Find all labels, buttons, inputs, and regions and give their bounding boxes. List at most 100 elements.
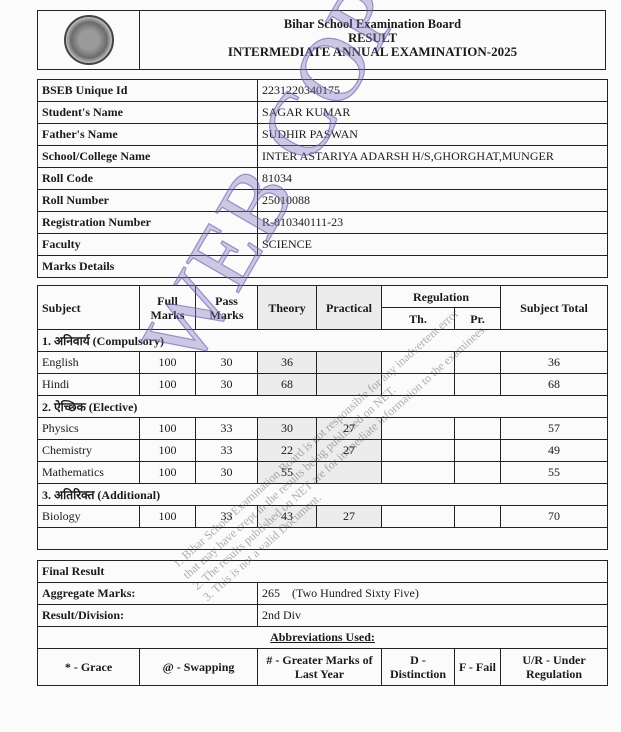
subject-row: Biology 100 33 43 27 70	[37, 505, 608, 528]
subject-total: 57	[500, 417, 608, 440]
info-value: R-810340111-23	[257, 211, 608, 234]
aggregate-value: 265 (Two Hundred Sixty Five)	[257, 582, 608, 605]
theory-marks: 36	[257, 351, 317, 374]
info-label: School/College Name	[37, 145, 258, 168]
pass-marks: 33	[195, 417, 258, 440]
subject-name: Physics	[37, 417, 140, 440]
practical-marks: 27	[316, 439, 382, 462]
info-value: SAGAR KUMAR	[257, 101, 608, 124]
theory-marks: 30	[257, 417, 317, 440]
division-value: 2nd Div	[257, 604, 608, 627]
full-marks: 100	[139, 505, 196, 528]
full-marks: 100	[139, 461, 196, 484]
info-label: Faculty	[37, 233, 258, 256]
full-marks: 100	[139, 417, 196, 440]
theory-marks: 55	[257, 461, 317, 484]
abbrev-swapping: @ - Swapping	[139, 648, 258, 686]
info-row: Father's Name SUDHIR PASWAN	[37, 123, 608, 146]
blank-cell	[37, 527, 608, 550]
marks-details-label: Marks Details	[37, 255, 608, 278]
info-value: INTER ASTARIYA ADARSH H/S,GHORGHAT,MUNGE…	[257, 145, 608, 168]
section-header: 1. अनिवार्य (Compulsory)	[37, 329, 608, 352]
section-title: 3. अतिरिक्त (Additional)	[37, 483, 608, 506]
full-marks: 100	[139, 373, 196, 396]
info-label: BSEB Unique Id	[37, 79, 258, 102]
info-row: BSEB Unique Id 2231220340175	[37, 79, 608, 102]
col-subject-total: Subject Total	[500, 285, 608, 330]
exam-name: INTERMEDIATE ANNUAL EXAMINATION-2025	[227, 44, 518, 59]
subject-total: 70	[500, 505, 608, 528]
marks-table: Subject Full Marks Pass Marks Theory Pra…	[37, 285, 608, 550]
info-row: Registration Number R-810340111-23	[37, 211, 608, 234]
info-value: 2231220340175	[257, 79, 608, 102]
regulation-th	[381, 373, 455, 396]
col-full-marks: Full Marks	[139, 285, 196, 330]
pass-marks: 30	[195, 461, 258, 484]
regulation-pr	[453, 351, 502, 374]
abbrev-grace: * - Grace	[37, 648, 140, 686]
practical-marks: 27	[316, 505, 382, 528]
logo-cell	[38, 11, 140, 69]
regulation-pr	[453, 461, 502, 484]
subject-total: 36	[500, 351, 608, 374]
info-value: SUDHIR PASWAN	[257, 123, 608, 146]
subject-total: 49	[500, 439, 608, 462]
regulation-th	[381, 351, 455, 374]
col-reg-pr: Pr.	[453, 307, 502, 330]
division-label: Result/Division:	[37, 604, 258, 627]
info-row: Faculty SCIENCE	[37, 233, 608, 256]
pass-marks: 33	[195, 439, 258, 462]
subject-row: Mathematics 100 30 55 55	[37, 461, 608, 484]
col-reg-th: Th.	[381, 307, 455, 330]
info-row: Roll Code 81034	[37, 167, 608, 190]
header-title: Bihar School Examination Board RESULT IN…	[140, 11, 605, 69]
practical-marks	[316, 351, 382, 374]
regulation-pr	[453, 417, 502, 440]
pass-marks: 30	[195, 373, 258, 396]
subject-name: Biology	[37, 505, 140, 528]
info-row: Roll Number 25010088	[37, 189, 608, 212]
header: Bihar School Examination Board RESULT IN…	[37, 10, 606, 70]
bseb-seal-logo	[63, 15, 114, 65]
section-header: 2. ऐच्छिक (Elective)	[37, 395, 608, 418]
board-name: Bihar School Examination Board	[283, 17, 462, 31]
subject-name: Hindi	[37, 373, 140, 396]
subject-name: Mathematics	[37, 461, 140, 484]
subject-row: Physics 100 33 30 27 57	[37, 417, 608, 440]
info-value: SCIENCE	[257, 233, 608, 256]
full-marks: 100	[139, 351, 196, 374]
practical-marks	[316, 461, 382, 484]
col-subject: Subject	[37, 285, 140, 330]
regulation-th	[381, 417, 455, 440]
col-pass-marks: Pass Marks	[195, 285, 258, 330]
regulation-th	[381, 461, 455, 484]
subject-row: Hindi 100 30 68 68	[37, 373, 608, 396]
subject-row: Chemistry 100 33 22 27 49	[37, 439, 608, 462]
abbrev-under-regulation: U/R - Under Regulation	[500, 648, 608, 686]
student-info-table: BSEB Unique Id 2231220340175 Student's Nam…	[37, 79, 608, 278]
regulation-pr	[453, 439, 502, 462]
regulation-th	[381, 505, 455, 528]
regulation-th	[381, 439, 455, 462]
info-row: Student's Name SAGAR KUMAR	[37, 101, 608, 124]
theory-marks: 68	[257, 373, 317, 396]
info-label: Roll Code	[37, 167, 258, 190]
subject-total: 55	[500, 461, 608, 484]
info-row: School/College Name INTER ASTARIYA ADARSH…	[37, 145, 608, 168]
practical-marks	[316, 373, 382, 396]
col-theory: Theory	[257, 285, 317, 330]
blank-row	[37, 527, 608, 550]
col-practical: Practical	[316, 285, 382, 330]
abbrev-greater-marks: # - Greater Marks of Last Year	[257, 648, 382, 686]
full-marks: 100	[139, 439, 196, 462]
info-label: Registration Number	[37, 211, 258, 234]
info-label: Father's Name	[37, 123, 258, 146]
final-result-title: Final Result	[37, 560, 608, 583]
pass-marks: 30	[195, 351, 258, 374]
theory-marks: 22	[257, 439, 317, 462]
info-value: 81034	[257, 167, 608, 190]
col-regulation: Regulation	[380, 285, 502, 308]
subject-name: Chemistry	[37, 439, 140, 462]
subject-row: English 100 30 36 36	[37, 351, 608, 374]
